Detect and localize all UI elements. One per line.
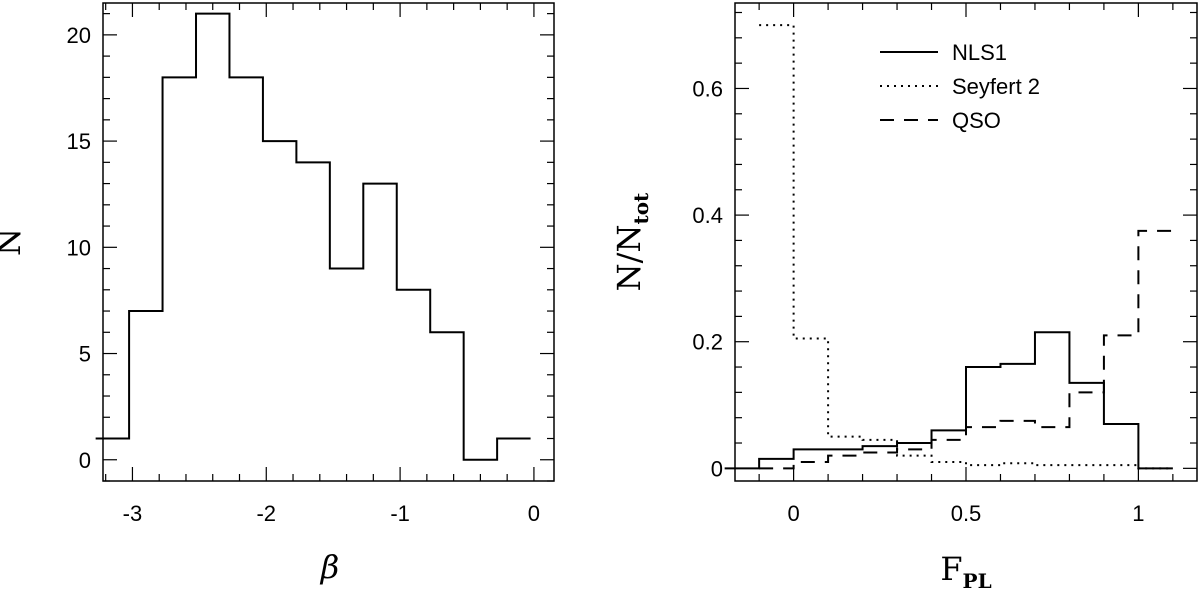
x-tick-label: -3	[123, 501, 143, 526]
right-series	[724, 24, 1173, 470]
left-series	[95, 12, 531, 461]
y-tick-label: 10	[67, 235, 91, 260]
legend-label-seyfert2: Seyfert 2	[952, 74, 1040, 99]
x-tick-label: 0	[787, 501, 799, 526]
x-tick-label: 0	[528, 501, 540, 526]
y-tick-label: 0	[711, 456, 723, 481]
x-tick-label: 1	[1132, 501, 1144, 526]
right-x-axis-label: FPL	[940, 550, 991, 591]
x-tick-label: -2	[256, 501, 276, 526]
left-ticks	[103, 3, 554, 482]
y-tick-label: 0	[79, 448, 91, 473]
series-nls1	[724, 331, 1173, 470]
right-y-axis-label: N/Ntot	[610, 192, 653, 291]
y-tick-label: 15	[67, 129, 91, 154]
legend-label-nls1: NLS1	[952, 40, 1007, 65]
series-qso	[759, 229, 1173, 470]
right-y-axis-label-sub: tot	[629, 192, 653, 225]
right-x-axis-label-main: F	[940, 550, 962, 588]
y-tick-label: 0.4	[692, 203, 723, 228]
y-tick-label: 20	[67, 23, 91, 48]
y-tick-label: 0.6	[692, 76, 723, 101]
x-tick-label: -1	[390, 501, 410, 526]
left-x-axis-label: β	[320, 548, 340, 586]
fpl-histogram-panel: 0 0.5 1 0 0.2 0.4 0.6 NLS1 Seyfert 2 QSO FPL N…	[610, 2, 1198, 591]
right-y-axis-label-main: N/N	[610, 225, 648, 292]
x-tick-label: 0.5	[951, 501, 982, 526]
legend: NLS1 Seyfert 2 QSO	[880, 40, 1040, 133]
right-ticks	[735, 3, 1197, 481]
left-y-axis-label: N	[0, 228, 28, 256]
series-line-0	[95, 12, 531, 461]
series-seyfert-2	[759, 24, 1173, 470]
beta-histogram-panel: -3 -2 -1 0 0 5 10 15 20 β N	[0, 2, 555, 586]
right-tick-labels: 0 0.5 1 0 0.2 0.4 0.6	[692, 76, 1144, 526]
y-tick-label: 5	[79, 342, 91, 367]
left-plot-frame	[102, 2, 555, 482]
y-tick-label: 0.2	[692, 330, 723, 355]
legend-label-qso: QSO	[952, 108, 1001, 133]
left-tick-labels: -3 -2 -1 0 0 5 10 15 20	[67, 23, 541, 526]
right-x-axis-label-sub: PL	[963, 569, 992, 591]
